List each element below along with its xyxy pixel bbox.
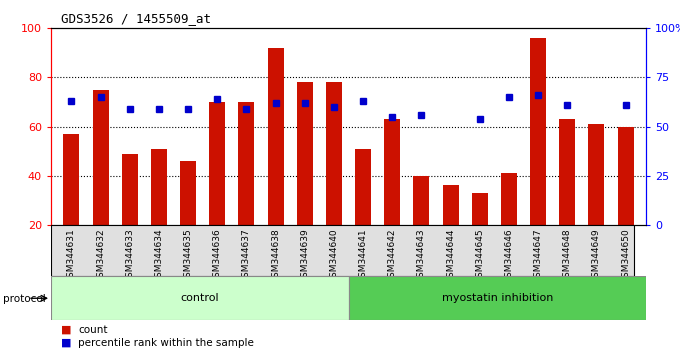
- Bar: [559, 119, 575, 225]
- Text: count: count: [78, 325, 107, 335]
- Bar: [92, 90, 109, 225]
- Text: percentile rank within the sample: percentile rank within the sample: [78, 338, 254, 348]
- Text: GSM344641: GSM344641: [358, 228, 368, 283]
- Bar: [180, 161, 196, 225]
- Bar: [472, 193, 488, 225]
- Text: GSM344634: GSM344634: [154, 228, 163, 283]
- Bar: [530, 38, 546, 225]
- Text: GSM344643: GSM344643: [417, 228, 426, 283]
- Bar: [51, 276, 348, 320]
- Text: myostatin inhibition: myostatin inhibition: [441, 293, 553, 303]
- Text: GSM344633: GSM344633: [125, 228, 134, 283]
- Bar: [617, 126, 634, 225]
- Bar: [239, 102, 254, 225]
- Text: GSM344642: GSM344642: [388, 228, 396, 283]
- Text: GSM344645: GSM344645: [475, 228, 484, 283]
- Bar: [209, 102, 225, 225]
- Text: GSM344632: GSM344632: [96, 228, 105, 283]
- Text: GSM344648: GSM344648: [563, 228, 572, 283]
- Bar: [413, 176, 430, 225]
- Text: GSM344650: GSM344650: [621, 228, 630, 283]
- Bar: [501, 173, 517, 225]
- Bar: [355, 149, 371, 225]
- Bar: [384, 119, 401, 225]
- Text: GSM344646: GSM344646: [505, 228, 513, 283]
- Bar: [122, 154, 138, 225]
- Text: GSM344636: GSM344636: [213, 228, 222, 283]
- Bar: [267, 48, 284, 225]
- Text: GSM344640: GSM344640: [329, 228, 339, 283]
- Text: GSM344647: GSM344647: [534, 228, 543, 283]
- Text: ■: ■: [61, 338, 71, 348]
- Text: GSM344635: GSM344635: [184, 228, 192, 283]
- Bar: [326, 82, 342, 225]
- Text: GSM344631: GSM344631: [67, 228, 76, 283]
- Text: control: control: [180, 293, 219, 303]
- Text: GSM344637: GSM344637: [242, 228, 251, 283]
- Text: ■: ■: [61, 325, 71, 335]
- Text: GSM344638: GSM344638: [271, 228, 280, 283]
- Text: GDS3526 / 1455509_at: GDS3526 / 1455509_at: [61, 12, 211, 25]
- Text: GSM344639: GSM344639: [301, 228, 309, 283]
- Bar: [588, 124, 605, 225]
- Text: GSM344649: GSM344649: [592, 228, 601, 283]
- Text: GSM344644: GSM344644: [446, 228, 455, 283]
- Text: protocol: protocol: [3, 294, 46, 304]
- Bar: [443, 185, 458, 225]
- Bar: [296, 82, 313, 225]
- Bar: [348, 276, 646, 320]
- Bar: [151, 149, 167, 225]
- Bar: [63, 134, 80, 225]
